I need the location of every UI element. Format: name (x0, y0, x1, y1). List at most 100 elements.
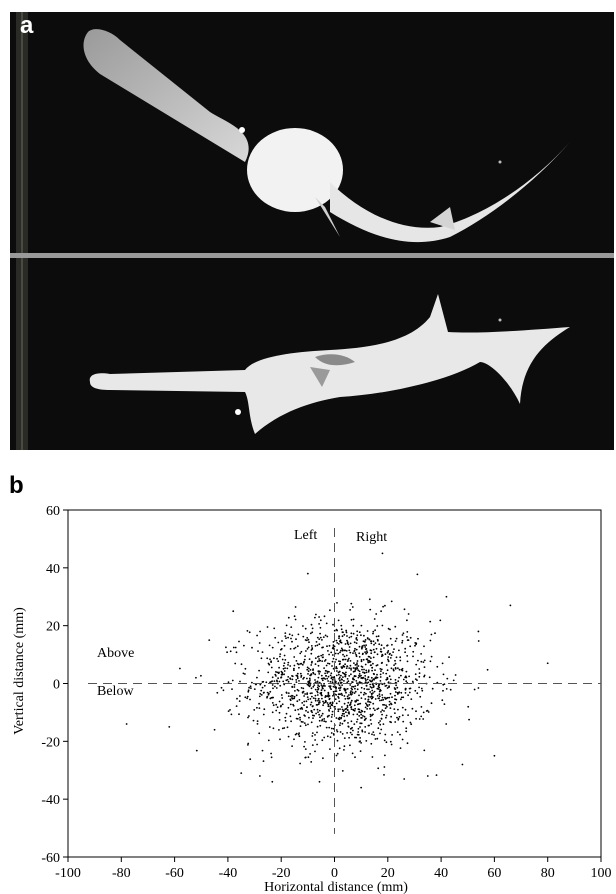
data-point (365, 648, 368, 650)
data-point (340, 666, 343, 668)
data-point (258, 707, 261, 709)
data-point (336, 670, 338, 672)
data-point (293, 695, 296, 698)
data-point (321, 687, 324, 689)
data-point (293, 697, 296, 700)
data-point (319, 670, 321, 673)
data-point (389, 657, 392, 659)
data-point (367, 661, 370, 664)
data-point (370, 686, 373, 689)
data-point (318, 623, 320, 625)
data-point (357, 731, 360, 733)
data-point (346, 639, 348, 642)
quadrant-labels: Left Right Above Below (97, 528, 387, 699)
data-point (371, 714, 373, 717)
data-point (350, 701, 352, 704)
data-point (348, 736, 350, 739)
data-point (356, 663, 358, 666)
data-point (330, 732, 333, 734)
data-point (304, 724, 307, 727)
data-point (365, 671, 368, 674)
data-point (377, 707, 380, 710)
data-point (246, 697, 249, 700)
data-point (308, 667, 310, 670)
data-point (386, 705, 388, 708)
data-point-outlier (477, 630, 480, 633)
data-point (258, 732, 261, 735)
data-point (442, 689, 444, 692)
data-point (259, 693, 262, 695)
data-point (312, 717, 314, 719)
data-point (294, 606, 297, 608)
data-point (349, 609, 351, 611)
data-point (333, 706, 336, 708)
data-point (376, 676, 379, 679)
data-point (279, 684, 282, 687)
data-point (298, 735, 301, 738)
data-point (238, 713, 240, 716)
data-point (364, 731, 366, 733)
data-point (381, 696, 384, 699)
x-tick-label: -80 (112, 866, 131, 881)
data-point (349, 744, 351, 747)
data-point (325, 670, 327, 672)
data-point (370, 652, 373, 655)
data-point (279, 653, 282, 655)
data-point (346, 732, 348, 734)
data-point (285, 637, 287, 640)
data-point (382, 672, 385, 674)
data-point (361, 668, 363, 671)
data-point (317, 664, 320, 667)
data-point (346, 665, 348, 667)
data-point (389, 628, 391, 631)
data-point (332, 690, 335, 693)
data-point (376, 664, 379, 666)
data-point (420, 706, 423, 708)
data-point (272, 727, 275, 730)
data-point (345, 671, 347, 674)
data-point (388, 700, 391, 703)
data-point (266, 657, 269, 660)
data-point (477, 687, 480, 689)
data-point (323, 718, 326, 720)
data-point (299, 707, 302, 710)
data-point (293, 667, 295, 670)
data-point (346, 706, 349, 708)
data-point (318, 709, 321, 712)
data-point (372, 686, 375, 688)
data-point (329, 674, 332, 677)
data-point (336, 739, 339, 742)
data-point (347, 643, 350, 646)
data-point (316, 694, 319, 696)
data-point (273, 657, 275, 660)
data-point (355, 699, 358, 701)
data-point (281, 673, 284, 676)
data-point (311, 705, 314, 708)
data-point (351, 688, 354, 691)
data-point (294, 618, 297, 621)
data-point (356, 733, 359, 736)
data-point (384, 698, 387, 700)
data-point (363, 634, 365, 637)
data-point (345, 630, 348, 632)
data-point (377, 639, 379, 642)
data-point (318, 638, 321, 640)
data-point (263, 708, 266, 711)
data-point (339, 660, 342, 663)
data-point (396, 686, 399, 689)
data-point (275, 671, 277, 673)
data-point (304, 639, 307, 641)
data-point (309, 684, 312, 686)
data-point (371, 669, 373, 672)
data-point (230, 713, 233, 716)
data-point (283, 673, 285, 676)
data-point (372, 731, 375, 733)
data-point (353, 704, 356, 707)
data-point (380, 662, 383, 664)
data-point (275, 675, 277, 677)
data-point (338, 663, 341, 666)
data-point (336, 629, 338, 632)
data-point (326, 672, 329, 674)
y-tick-label: -20 (41, 735, 60, 750)
data-point (294, 646, 297, 649)
